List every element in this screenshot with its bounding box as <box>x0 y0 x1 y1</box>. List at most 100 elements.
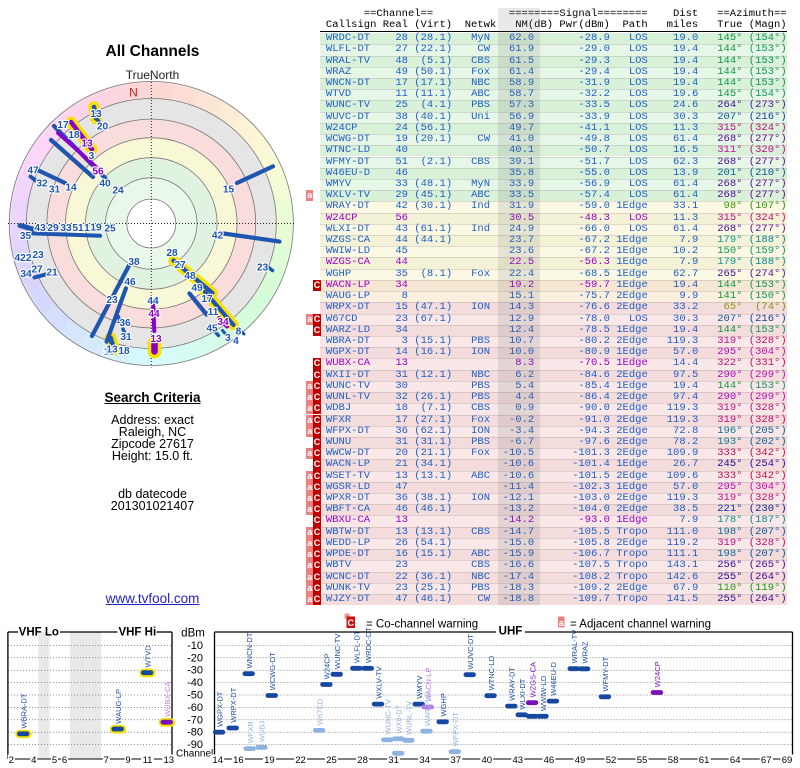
svg-text:WMYV: WMYV <box>415 675 424 698</box>
svg-text:33: 33 <box>60 223 72 234</box>
svg-text:56: 56 <box>92 167 104 178</box>
svg-text:WRPX-DT: WRPX-DT <box>229 687 238 722</box>
svg-text:WWIW-LD: WWIW-LD <box>539 675 548 711</box>
svg-text:W24CP: W24CP <box>323 653 332 679</box>
svg-text:WARZ-LD: WARZ-LD <box>423 691 432 725</box>
svg-text:-90: -90 <box>187 739 203 751</box>
svg-text:WTNC-LD: WTNC-LD <box>487 655 496 690</box>
svg-text:13: 13 <box>164 755 175 766</box>
svg-text:36: 36 <box>119 318 131 329</box>
svg-text:-60: -60 <box>187 702 203 714</box>
svg-text:WNCN-DT: WNCN-DT <box>245 632 254 668</box>
svg-text:15: 15 <box>223 185 235 196</box>
svg-text:17: 17 <box>57 120 69 131</box>
svg-text:11: 11 <box>143 755 153 766</box>
svg-text:9: 9 <box>125 755 130 766</box>
svg-text:25: 25 <box>104 224 116 235</box>
svg-text:48: 48 <box>184 271 196 282</box>
svg-text:WLFL-DT: WLFL-DT <box>353 630 362 663</box>
svg-text:17: 17 <box>201 294 213 305</box>
svg-text:8: 8 <box>236 327 242 338</box>
svg-text:34: 34 <box>20 269 32 280</box>
svg-text:25: 25 <box>326 755 337 766</box>
svg-text:VHF Hi: VHF Hi <box>118 627 156 639</box>
svg-text:WUVC-DT: WUVC-DT <box>466 634 475 670</box>
svg-text:55: 55 <box>637 755 648 766</box>
svg-text:44: 44 <box>147 296 159 307</box>
svg-text:WUNC-TV: WUNC-TV <box>384 699 393 734</box>
svg-text:-10: -10 <box>187 640 203 652</box>
svg-text:45: 45 <box>206 324 218 335</box>
svg-text:W67CD: W67CD <box>315 698 324 725</box>
svg-text:-70: -70 <box>187 714 203 726</box>
svg-text:61: 61 <box>699 755 710 766</box>
svg-text:18: 18 <box>68 130 80 141</box>
svg-text:32: 32 <box>36 179 48 190</box>
svg-text:69: 69 <box>782 755 793 766</box>
svg-text:WBRA-DT: WBRA-DT <box>20 693 29 728</box>
svg-text:WGHP: WGHP <box>439 693 448 716</box>
svg-text:-80: -80 <box>187 727 203 739</box>
svg-text:VHF Lo: VHF Lo <box>19 627 59 639</box>
svg-text:13: 13 <box>150 334 162 345</box>
svg-text:WGPX-DT: WGPX-DT <box>215 691 224 727</box>
svg-text:= Co-channel warning: = Co-channel warning <box>366 619 478 631</box>
svg-text:WUBX-CA: WUBX-CA <box>163 681 172 716</box>
svg-text:5: 5 <box>52 755 57 766</box>
svg-text:34: 34 <box>419 755 430 766</box>
svg-text:WZGS-CA: WZGS-CA <box>528 662 537 697</box>
svg-text:WRAL-TV: WRAL-TV <box>570 630 579 664</box>
svg-text:WAUG-LP: WAUG-LP <box>114 689 123 724</box>
svg-text:14: 14 <box>65 183 77 194</box>
svg-text:46: 46 <box>544 755 555 766</box>
svg-text:24: 24 <box>112 186 124 197</box>
svg-text:14: 14 <box>212 755 223 766</box>
svg-text:49: 49 <box>191 283 203 294</box>
svg-text:21: 21 <box>46 268 58 279</box>
svg-text:4: 4 <box>233 336 239 347</box>
svg-text:-30: -30 <box>187 665 203 677</box>
svg-text:WFMY-DT: WFMY-DT <box>601 656 610 691</box>
svg-text:22: 22 <box>295 755 306 766</box>
svg-text:WRDC-DT: WRDC-DT <box>364 627 373 663</box>
svg-text:18: 18 <box>118 346 130 357</box>
svg-text:43: 43 <box>34 223 46 234</box>
svg-text:WLXI-DT: WLXI-DT <box>518 678 527 709</box>
svg-text:31: 31 <box>388 755 399 766</box>
svg-text:C: C <box>347 618 354 628</box>
svg-text:WRAZ: WRAZ <box>580 641 589 663</box>
svg-text:-40: -40 <box>187 677 203 689</box>
svg-text:422: 422 <box>15 253 32 264</box>
svg-text:27: 27 <box>174 260 186 271</box>
svg-text:46: 46 <box>124 277 136 288</box>
svg-text:WFPX-DT: WFPX-DT <box>451 712 460 747</box>
svg-text:27: 27 <box>31 265 43 276</box>
svg-text:16: 16 <box>233 755 244 766</box>
svg-text:3: 3 <box>225 333 231 344</box>
svg-text:WXII-DT: WXII-DT <box>395 704 404 733</box>
svg-text:11: 11 <box>208 307 219 318</box>
svg-text:-50: -50 <box>187 690 203 702</box>
svg-text:4: 4 <box>31 755 36 766</box>
svg-text:23: 23 <box>106 295 118 306</box>
svg-text:19: 19 <box>264 755 275 766</box>
svg-text:28: 28 <box>166 248 178 259</box>
svg-text:13: 13 <box>81 139 93 150</box>
svg-text:WUNC-TV: WUNC-TV <box>333 634 342 669</box>
svg-text:WTVD: WTVD <box>143 645 152 668</box>
svg-text:42: 42 <box>212 231 224 242</box>
svg-text:W46EU-D: W46EU-D <box>549 661 558 695</box>
svg-text:Channel: Channel <box>176 749 213 760</box>
svg-text:23: 23 <box>257 263 269 274</box>
svg-text:3: 3 <box>89 151 95 162</box>
svg-text:WXLV-TV: WXLV-TV <box>374 666 383 698</box>
svg-text:2: 2 <box>9 755 14 766</box>
svg-text:= Adjacent channel warning: = Adjacent channel warning <box>570 619 711 631</box>
svg-text:31: 31 <box>49 185 61 196</box>
svg-text:W24CP: W24CP <box>653 661 662 687</box>
svg-text:47: 47 <box>27 166 39 177</box>
svg-text:52: 52 <box>606 755 617 766</box>
svg-text:6: 6 <box>62 755 67 766</box>
svg-text:13: 13 <box>90 109 102 120</box>
svg-text:51: 51 <box>72 223 84 234</box>
